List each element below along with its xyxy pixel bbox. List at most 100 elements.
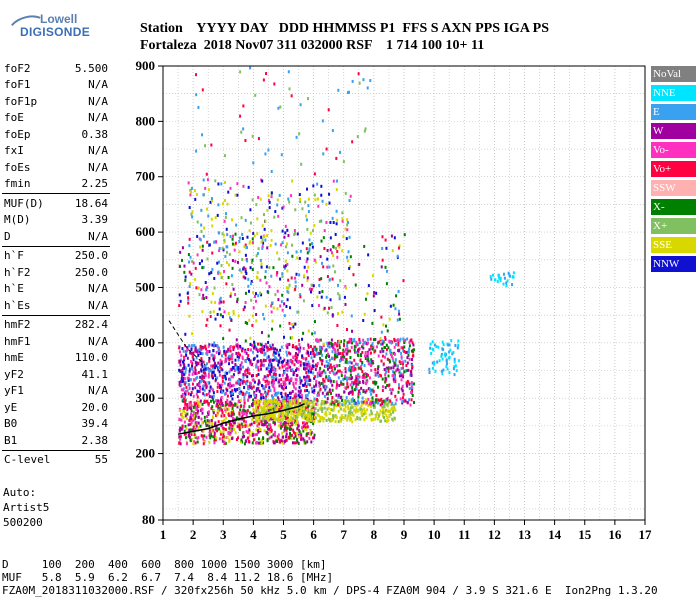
echo-point — [275, 393, 278, 397]
echo-point — [332, 179, 335, 183]
echo-point — [324, 364, 327, 368]
echo-point — [356, 379, 359, 383]
echo-point — [372, 274, 375, 278]
echo-point — [244, 243, 247, 247]
echo-point — [228, 328, 231, 332]
echo-point — [387, 374, 390, 378]
echo-point — [281, 241, 284, 245]
echo-point — [371, 347, 374, 351]
param-row: foF1 N/A — [2, 77, 110, 94]
x-tick-label: 13 — [518, 527, 532, 542]
echo-point — [284, 368, 287, 372]
echo-point — [268, 436, 271, 440]
param-name: h`F2 — [4, 265, 31, 279]
echo-point — [294, 403, 297, 407]
echo-point — [266, 374, 269, 378]
param-name: h`E — [4, 282, 24, 296]
echo-point — [201, 244, 204, 248]
echo-point — [351, 397, 354, 401]
echo-point — [382, 323, 385, 327]
echo-point — [396, 254, 399, 258]
echo-point — [264, 304, 267, 308]
echo-point — [208, 243, 211, 247]
echo-point — [202, 384, 205, 388]
echo-point — [280, 395, 283, 399]
echo-point — [273, 379, 276, 383]
echo-point — [286, 345, 289, 349]
echo-point — [208, 343, 211, 347]
echo-point — [334, 232, 337, 236]
echo-point — [337, 395, 340, 399]
echo-point — [327, 377, 330, 381]
echo-point — [372, 403, 375, 407]
echo-point — [182, 409, 185, 413]
echo-point — [185, 417, 188, 421]
echo-point — [268, 347, 271, 351]
echo-point — [330, 365, 333, 369]
echo-point — [191, 413, 194, 417]
echo-point — [384, 368, 387, 372]
echo-point — [398, 312, 401, 316]
echo-point — [251, 314, 254, 318]
echo-point — [271, 327, 274, 331]
echo-point — [346, 347, 349, 351]
echo-point — [250, 261, 253, 265]
echo-point — [381, 235, 384, 239]
echo-point — [180, 388, 183, 392]
echo-point — [218, 406, 221, 410]
echo-point — [261, 179, 264, 183]
echo-point — [309, 231, 312, 235]
echo-point — [231, 283, 234, 287]
echo-point — [243, 419, 246, 423]
echo-point — [269, 399, 272, 403]
echo-point — [384, 373, 387, 377]
echo-point — [370, 417, 373, 421]
echo-point — [312, 359, 315, 363]
echo-point — [212, 376, 215, 380]
echo-point — [247, 354, 250, 358]
echo-point — [196, 375, 199, 379]
echo-point — [411, 341, 414, 345]
echo-point — [429, 342, 432, 346]
echo-point — [180, 394, 183, 398]
echo-point — [363, 410, 366, 414]
echo-point — [304, 415, 307, 419]
echo-point — [408, 340, 411, 344]
echo-point — [383, 405, 386, 409]
echo-point — [257, 437, 260, 441]
echo-point — [397, 390, 400, 394]
echo-point — [247, 289, 250, 293]
echo-point — [364, 351, 367, 355]
echo-point — [366, 380, 369, 384]
param-value: N/A — [88, 298, 108, 312]
echo-point — [362, 381, 365, 385]
echo-point — [293, 436, 296, 440]
echo-point — [254, 413, 257, 417]
echo-point — [435, 345, 438, 349]
echo-point — [278, 424, 281, 428]
echo-point — [182, 416, 185, 420]
echo-point — [294, 358, 297, 362]
echo-point — [218, 349, 221, 353]
echo-point — [188, 373, 191, 377]
echo-point — [287, 70, 290, 74]
echo-point — [280, 383, 283, 387]
echo-point — [341, 219, 344, 223]
echo-point — [249, 362, 252, 366]
echo-point — [372, 345, 375, 349]
echo-point — [230, 274, 233, 278]
echo-point — [257, 382, 260, 386]
echo-point — [326, 344, 329, 348]
echo-point — [370, 345, 373, 349]
echo-point — [208, 356, 211, 360]
echo-point — [249, 208, 252, 212]
echo-point — [343, 377, 346, 381]
echo-point — [314, 345, 317, 349]
echo-point — [321, 409, 324, 413]
echo-point — [217, 346, 220, 350]
echo-point — [238, 239, 241, 243]
echo-point — [381, 414, 384, 418]
echo-point — [237, 400, 240, 404]
echo-point — [244, 218, 247, 222]
echo-point — [236, 260, 239, 264]
